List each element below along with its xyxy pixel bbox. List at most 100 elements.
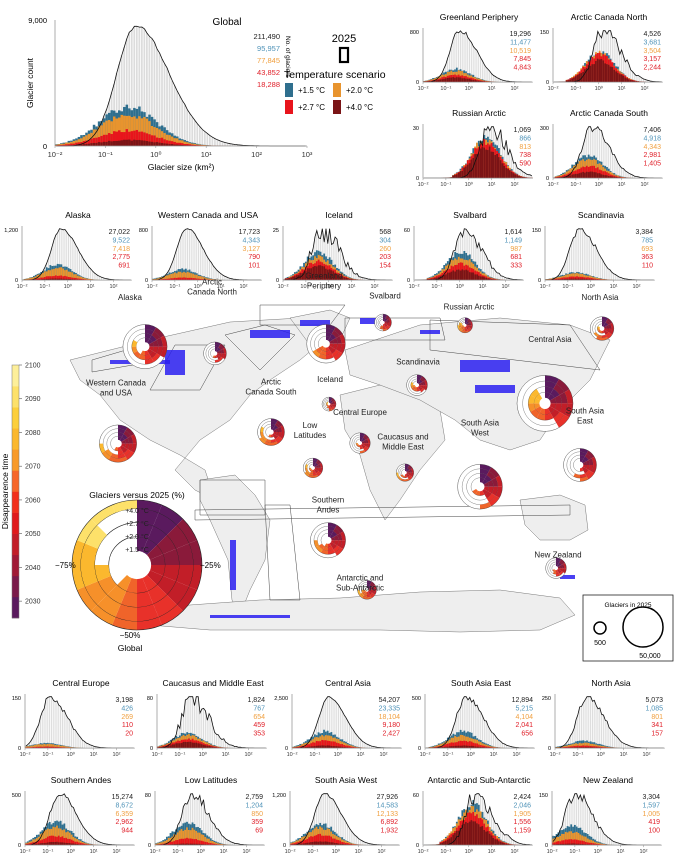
bar-2025 <box>192 231 194 281</box>
bar-scenario-4 <box>586 747 588 749</box>
bar-scenario-4 <box>457 269 460 281</box>
bar-scenario-4 <box>71 279 74 281</box>
bar-2025 <box>577 714 579 749</box>
bar-2025 <box>587 236 589 281</box>
bar-scenario-4 <box>339 275 342 281</box>
bar-scenario-4 <box>430 278 433 281</box>
bar-scenario-2 <box>170 273 173 281</box>
bar-scenario-3 <box>181 277 184 281</box>
bar-scenario-4 <box>600 174 603 179</box>
bar-scenario-2 <box>72 140 76 146</box>
bar-2025 <box>140 27 143 147</box>
x-tick-label: 10¹ <box>618 86 626 92</box>
bar-scenario-4 <box>321 266 324 281</box>
bar-2025 <box>460 707 462 749</box>
bar-scenario-4 <box>284 279 287 281</box>
bar-2025 <box>492 75 494 83</box>
bar-scenario-3 <box>604 747 607 749</box>
bar-scenario-4 <box>455 174 458 179</box>
bar-2025 <box>221 274 223 281</box>
bar-scenario-3 <box>57 145 61 146</box>
bar-scenario-4 <box>575 747 577 749</box>
bar-scenario-4 <box>200 744 203 749</box>
bar-scenario-4 <box>171 744 174 749</box>
bar-scenario-3 <box>92 137 96 146</box>
bar-scenario-3 <box>97 137 101 146</box>
x-tick-label: 10¹ <box>201 150 212 159</box>
bar-scenario-4 <box>308 746 311 749</box>
bar-scenario-3 <box>569 172 572 179</box>
bar-scenario-3 <box>332 741 335 749</box>
bar-scenario-3 <box>563 174 566 179</box>
bar-2025 <box>347 262 349 281</box>
bar-2025 <box>458 32 460 83</box>
bar-2025 <box>328 696 330 749</box>
bar-2025 <box>225 276 227 281</box>
count-label-0: 54,207 <box>379 697 401 704</box>
bar-scenario-2 <box>25 278 28 281</box>
bar-2025 <box>38 724 40 749</box>
bar-scenario-4 <box>476 746 479 749</box>
bar-2025 <box>199 712 201 749</box>
y-tick-zero: 0 <box>15 278 18 284</box>
bar-2025 <box>454 34 456 83</box>
bar-scenario-4 <box>618 74 621 83</box>
x-tick-label: 10⁰ <box>199 751 208 758</box>
bar-2025 <box>561 268 563 281</box>
bar-scenario-2 <box>148 121 151 146</box>
histogram-acn: 10⁻² 10⁻¹ 10⁰ 10¹ 10² Arctic Canada North 150 0… <box>540 12 663 92</box>
bar-scenario-4 <box>202 744 205 749</box>
x-tick-label: 10⁰ <box>67 751 76 758</box>
bar-scenario-4 <box>567 175 570 179</box>
bar-scenario-4 <box>510 171 513 179</box>
count-label-3: 203 <box>379 254 391 261</box>
bar-2025 <box>341 253 343 281</box>
bar-2025 <box>100 277 102 281</box>
bar-2025 <box>146 33 148 146</box>
bar-2025 <box>482 716 484 749</box>
bar-scenario-4 <box>578 747 581 749</box>
bar-scenario-3 <box>153 135 156 146</box>
x-tick-label: 10¹ <box>90 752 98 758</box>
bar-scenario-2 <box>87 278 90 281</box>
bar-scenario-3 <box>50 746 53 749</box>
bar-2025 <box>176 90 178 146</box>
y-tick-zero: 0 <box>150 746 153 752</box>
bar-scenario-3 <box>571 746 574 749</box>
bar-scenario-3 <box>562 747 565 749</box>
bar-scenario-4 <box>310 268 313 281</box>
bar-scenario-4 <box>459 745 462 749</box>
bar-2025 <box>635 176 637 179</box>
bar-scenario-4 <box>465 269 468 281</box>
bar-scenario-3 <box>586 745 588 749</box>
bar-scenario-2 <box>172 273 174 281</box>
bar-2025 <box>67 718 69 749</box>
bar-scenario-4 <box>463 270 466 281</box>
count-label-1: 95,957 <box>257 44 280 53</box>
bar-scenario-3 <box>69 277 72 281</box>
bar-2025 <box>595 705 597 749</box>
bar-scenario-3 <box>67 144 71 146</box>
chart-title: Western Canada and USA <box>158 210 258 220</box>
bar-scenario-4 <box>617 72 619 83</box>
x-tick-label: 10² <box>632 284 640 290</box>
bar-scenario-4 <box>472 80 475 83</box>
bar-scenario-2 <box>145 118 149 146</box>
bar-scenario-4 <box>435 277 438 281</box>
bar-2025 <box>138 27 141 146</box>
bar-scenario-2 <box>60 267 63 281</box>
bar-scenario-3 <box>559 278 562 281</box>
count-label-4: 110 <box>642 263 653 270</box>
bar-2025 <box>179 237 181 281</box>
bar-2025 <box>356 273 358 281</box>
bar-scenario-4 <box>467 745 469 749</box>
bar-scenario-4 <box>339 746 342 749</box>
bar-2025 <box>598 253 600 281</box>
bar-scenario-2 <box>75 274 77 281</box>
x-tick-label: 10¹ <box>348 284 356 290</box>
line-2025 <box>22 228 131 281</box>
bar-2025 <box>456 713 458 749</box>
bar-scenario-3 <box>56 275 59 281</box>
bar-2025 <box>229 278 231 281</box>
bar-2025 <box>30 740 32 749</box>
